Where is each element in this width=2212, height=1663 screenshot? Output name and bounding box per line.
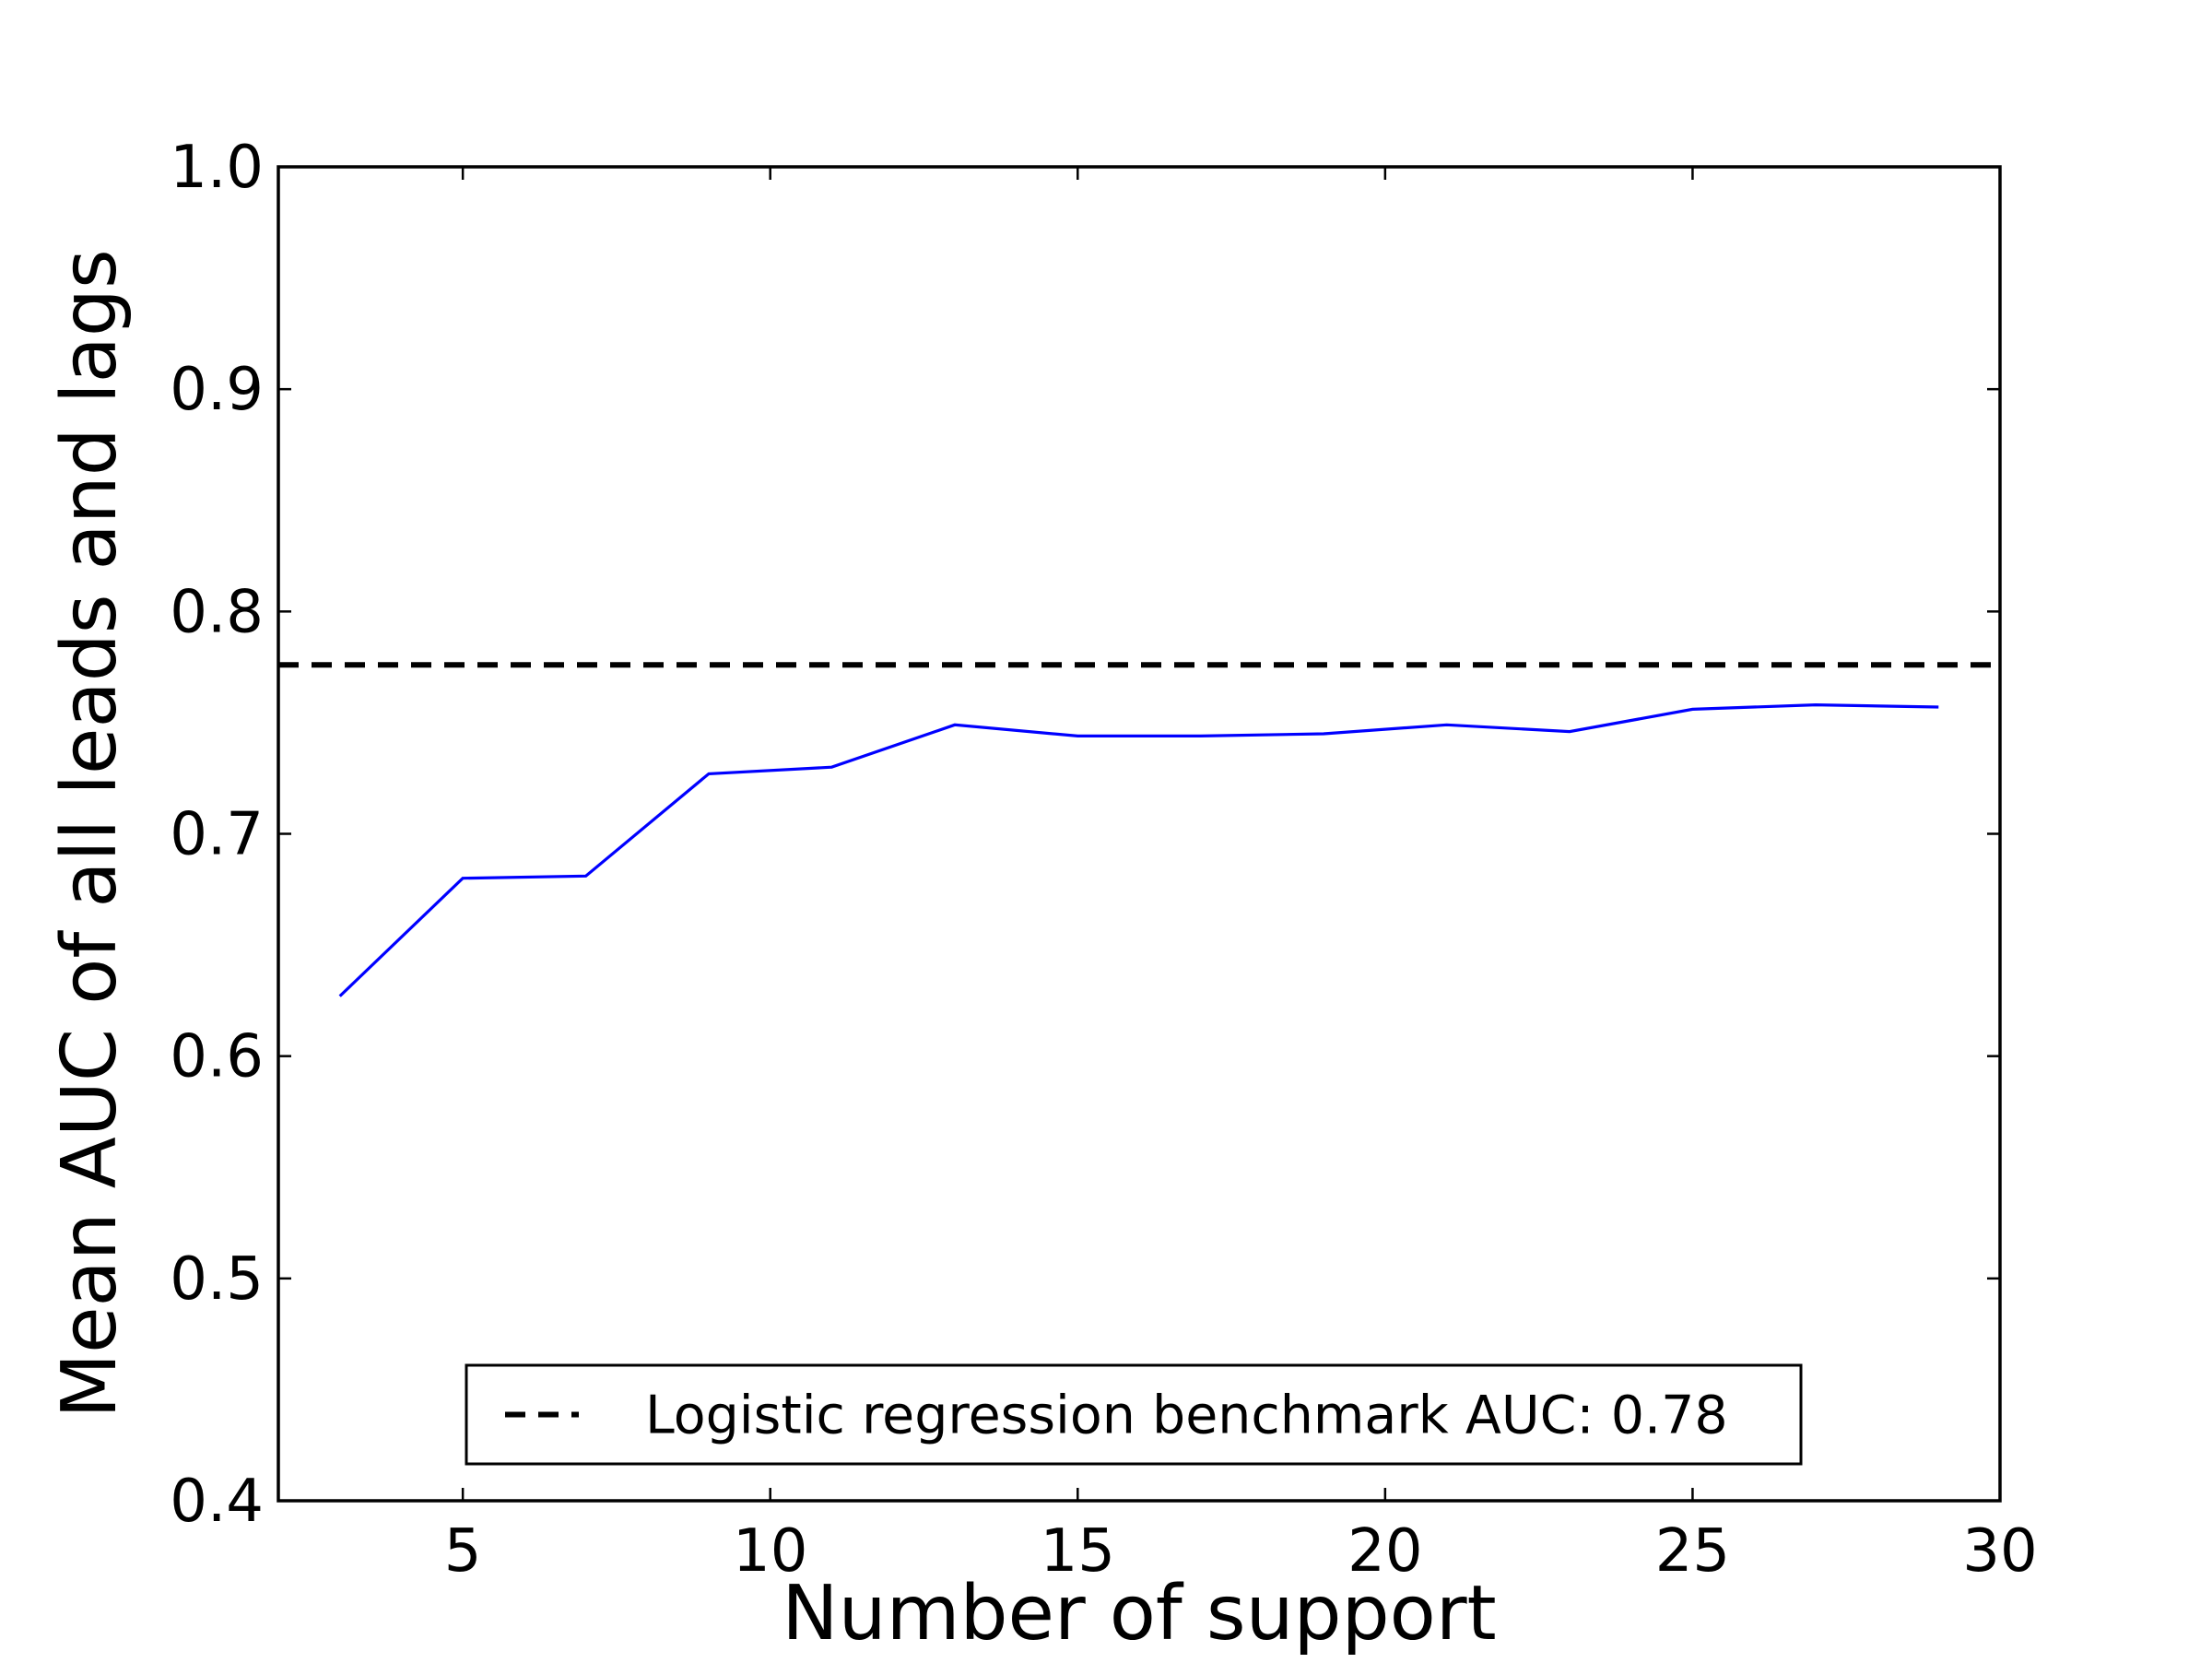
y-tick-label: 0.4 bbox=[170, 1468, 264, 1536]
legend: Logistic regression benchmark AUC: 0.78 bbox=[465, 1363, 1803, 1466]
x-tick-label: 15 bbox=[1041, 1517, 1115, 1586]
y-tick-label: 0.5 bbox=[170, 1245, 264, 1314]
y-tick-label: 0.9 bbox=[170, 356, 264, 424]
y-axis-label: Mean AUC of all leads and lags bbox=[46, 249, 134, 1418]
legend-box bbox=[465, 1363, 1803, 1466]
x-tick-label: 20 bbox=[1347, 1517, 1422, 1586]
plot-frame bbox=[276, 165, 2002, 1503]
x-tick-label: 30 bbox=[1962, 1517, 2037, 1586]
y-tick-label: 0.8 bbox=[170, 578, 264, 646]
data-series bbox=[338, 702, 1939, 997]
series-line bbox=[338, 702, 1939, 997]
legend-label-benchmark: Logistic regression benchmark AUC: 0.78 bbox=[645, 1386, 1728, 1446]
x-tick-label: 10 bbox=[733, 1517, 807, 1586]
y-tick-label: 0.7 bbox=[170, 801, 264, 869]
x-tick-label: 5 bbox=[444, 1517, 482, 1586]
y-tick-label: 0.6 bbox=[170, 1023, 264, 1091]
x-axis-label: Number of support bbox=[782, 1570, 1496, 1657]
tick-labels: 5 10 15 20 25 30 0.4 0.5 0.6 0.7 0.8 0.9 1.0 bbox=[170, 134, 2038, 1586]
y-tick-label: 1.0 bbox=[170, 134, 264, 202]
x-tick-label: 25 bbox=[1655, 1517, 1730, 1586]
